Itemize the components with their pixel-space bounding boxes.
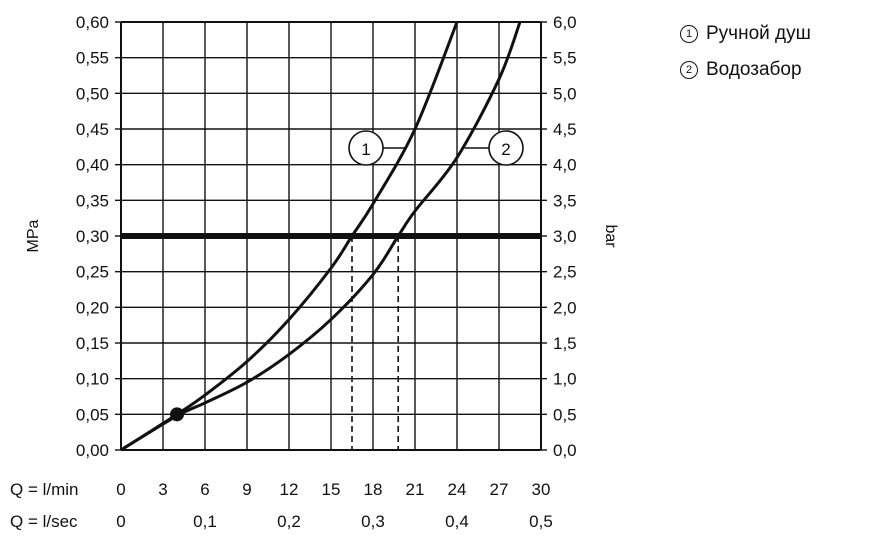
- y-left-tick-label: 0,15: [76, 334, 109, 353]
- x-lsec-tick-label: 0,4: [445, 512, 469, 531]
- y-axis-title-left: MPa: [25, 219, 42, 252]
- x-lsec-tick-label: 0,1: [193, 512, 217, 531]
- y-left-tick-label: 0,05: [76, 405, 109, 424]
- reference-layer: [121, 233, 541, 450]
- y-left-tick-label: 0,40: [76, 156, 109, 175]
- y-left-tick-label: 0,00: [76, 441, 109, 460]
- legend-number-2: 2: [680, 61, 698, 79]
- callout-circle-2: [488, 130, 524, 166]
- x-lsec-tick-label: 0,2: [277, 512, 301, 531]
- x-axis-title-lsec: Q = l/sec: [10, 512, 78, 531]
- y-right-tick-label: 2,0: [553, 298, 577, 317]
- y-left-tick-label: 0,45: [76, 120, 109, 139]
- callout-circle-1: [348, 130, 384, 166]
- x-lmin-tick-label: 21: [406, 480, 425, 499]
- x-lmin-tick-label: 9: [242, 480, 251, 499]
- legend: 1 Ручной душ 2 Водозабор: [680, 16, 811, 88]
- callout-label-1: 1: [361, 140, 370, 159]
- x-lmin-tick-label: 30: [532, 480, 551, 499]
- legend-item-1: 1 Ручной душ: [680, 16, 811, 52]
- y-axis-title-right: bar: [602, 224, 619, 248]
- x-lmin-tick-label: 27: [490, 480, 509, 499]
- x-lmin-tick-label: 0: [116, 480, 125, 499]
- x-lmin-tick-label: 3: [158, 480, 167, 499]
- y-right-tick-label: 0,5: [553, 405, 577, 424]
- legend-item-2: 2 Водозабор: [680, 52, 811, 88]
- y-right-tick-label: 5,0: [553, 84, 577, 103]
- x-lmin-tick-label: 6: [200, 480, 209, 499]
- y-right-tick-label: 3,5: [553, 191, 577, 210]
- callout-label-2: 2: [501, 140, 510, 159]
- y-right-tick-label: 1,5: [553, 334, 577, 353]
- series-curve-2: [120, 21, 522, 452]
- x-lsec-tick-label: 0: [116, 512, 125, 531]
- x-axis-title-lmin: Q = l/min: [10, 480, 79, 499]
- y-right-tick-label: 0,0: [553, 441, 577, 460]
- y-left-tick-label: 0,60: [76, 13, 109, 32]
- legend-number-1: 1: [680, 25, 698, 43]
- x-lmin-tick-label: 15: [322, 480, 341, 499]
- y-right-tick-label: 5,5: [553, 49, 577, 68]
- legend-label-1: Ручной душ: [706, 23, 811, 44]
- y-left-tick-label: 0,20: [76, 298, 109, 317]
- y-left-tick-label: 0,35: [76, 191, 109, 210]
- y-right-tick-label: 4,0: [553, 156, 577, 175]
- y-right-tick-label: 2,5: [553, 263, 577, 282]
- y-left-tick-label: 0,55: [76, 49, 109, 68]
- x-lmin-tick-label: 24: [448, 480, 467, 499]
- x-lmin-tick-label: 18: [364, 480, 383, 499]
- y-right-tick-label: 4,5: [553, 120, 577, 139]
- legend-label-2: Водозабор: [706, 59, 802, 80]
- y-left-tick-label: 0,10: [76, 370, 109, 389]
- x-lsec-tick-label: 0,3: [361, 512, 385, 531]
- y-left-tick-label: 0,25: [76, 263, 109, 282]
- tick-labels: 0,000,050,100,150,200,250,300,350,400,45…: [76, 13, 577, 531]
- x-lsec-tick-label: 0,5: [529, 512, 553, 531]
- y-left-tick-label: 0,50: [76, 84, 109, 103]
- marker-point: [170, 407, 184, 422]
- y-right-tick-label: 1,0: [553, 370, 577, 389]
- y-right-tick-label: 3,0: [553, 227, 577, 246]
- y-left-tick-label: 0,30: [76, 227, 109, 246]
- x-lmin-tick-label: 12: [280, 480, 299, 499]
- y-right-tick-label: 6,0: [553, 13, 577, 32]
